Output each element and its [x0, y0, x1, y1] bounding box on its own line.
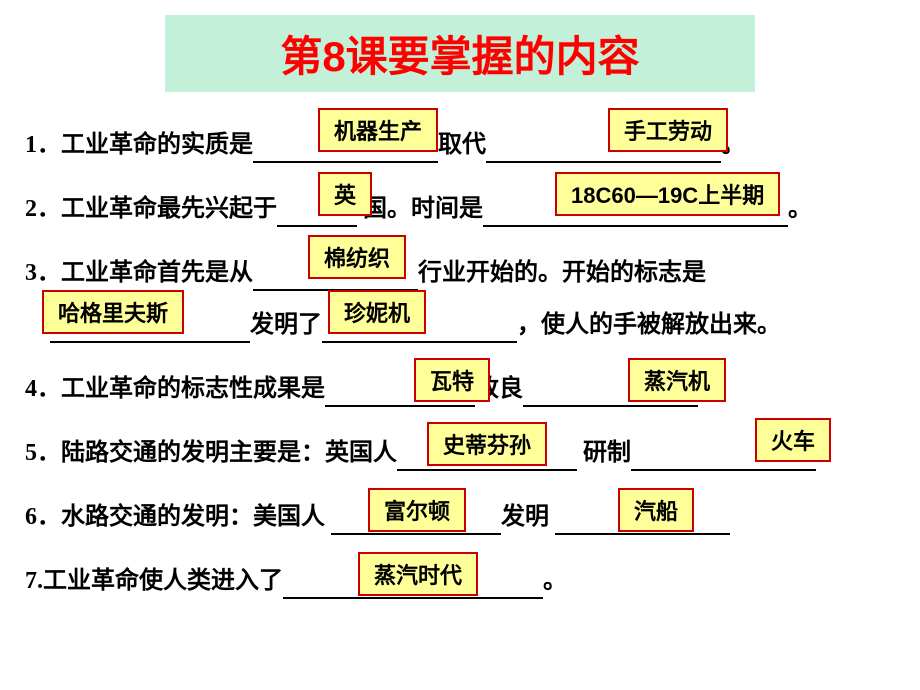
text: 研制 [577, 440, 631, 466]
text: 国。时间是 [357, 196, 483, 222]
text: 7.工业革命使人类进入了 [25, 568, 283, 594]
answer-box-5: 棉纺织 [308, 235, 406, 279]
answer-box-7: 珍妮机 [328, 290, 426, 334]
line-1: 1．工业革命的实质是取代。 [25, 127, 895, 163]
text: 6．水路交通的发明：美国人 [25, 504, 331, 530]
answer-box-4: 18C60—19C上半期 [555, 172, 780, 216]
text: 取代 [438, 132, 486, 158]
answer-box-12: 富尔顿 [368, 488, 466, 532]
answer-box-10: 史蒂芬孙 [427, 422, 547, 466]
answer-box-9: 蒸汽机 [628, 358, 726, 402]
answer-box-14: 蒸汽时代 [358, 552, 478, 596]
answer-box-1: 机器生产 [318, 108, 438, 152]
text: 。 [543, 568, 567, 594]
text: 发明 [501, 504, 555, 530]
answer-box-8: 瓦特 [414, 358, 490, 402]
answer-box-11: 火车 [755, 418, 831, 462]
text: 4．工业革命的标志性成果是 [25, 376, 325, 402]
line-3: 3．工业革命首先是从 行业开始的。开始的标志是 [25, 255, 895, 291]
page-title: 第8课要掌握的内容 [280, 33, 639, 80]
answer-box-3: 英 [318, 172, 372, 216]
text: 1．工业革命的实质是 [25, 132, 253, 158]
text: 发明了 [250, 312, 322, 338]
text: 5．陆路交通的发明主要是：英国人 [25, 440, 397, 466]
answer-box-13: 汽船 [618, 488, 694, 532]
title-bar: 第8课要掌握的内容 [165, 15, 755, 92]
text: ，使人的手被解放出来。 [517, 312, 781, 338]
answer-box-6: 哈格里夫斯 [42, 290, 184, 334]
text: 3．工业革命首先是从 [25, 260, 253, 286]
answer-box-2: 手工劳动 [608, 108, 728, 152]
text: 。 [788, 196, 812, 222]
text: 行业开始的。开始的标志是 [418, 260, 706, 286]
text: 2．工业革命最先兴起于 [25, 196, 277, 222]
